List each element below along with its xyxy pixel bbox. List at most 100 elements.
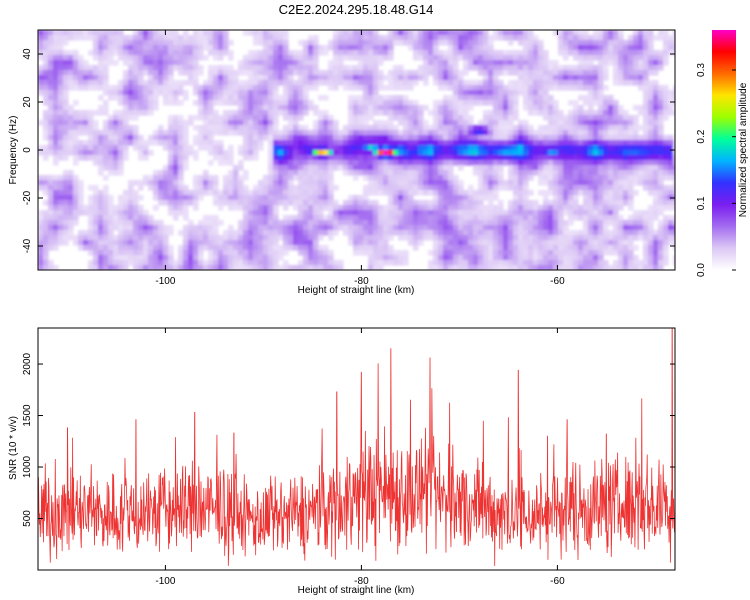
heatmap-cell: [263, 105, 269, 111]
heatmap-cell: [563, 220, 569, 226]
heatmap-cell: [118, 30, 124, 36]
heatmap-cell: [508, 115, 514, 121]
heatmap-cell: [478, 250, 484, 256]
heatmap-cell: [648, 130, 654, 136]
heatmap-cell: [568, 195, 574, 201]
heatmap-cell: [238, 190, 244, 196]
heatmap-cell: [48, 35, 54, 41]
heatmap-cell: [58, 155, 64, 161]
heatmap-cell: [388, 145, 394, 151]
heatmap-cell: [418, 230, 424, 236]
heatmap-cell: [218, 150, 224, 156]
heatmap-cell: [63, 205, 69, 211]
heatmap-cell: [528, 250, 534, 256]
heatmap-cell: [603, 40, 609, 46]
heatmap-cell: [173, 80, 179, 86]
heatmap-cell: [243, 85, 249, 91]
heatmap-cell: [408, 225, 414, 231]
heatmap-cell: [173, 175, 179, 181]
heatmap-cell: [603, 30, 609, 36]
heatmap-cell: [608, 45, 614, 51]
heatmap-cell: [518, 220, 524, 226]
heatmap-cell: [403, 110, 409, 116]
heatmap-cell: [553, 210, 559, 216]
heatmap-cell: [73, 190, 79, 196]
heatmap-cell: [263, 225, 269, 231]
heatmap-cell: [318, 95, 324, 101]
heatmap-cell: [168, 50, 174, 56]
heatmap-cell: [263, 120, 269, 126]
heatmap-cell: [323, 110, 329, 116]
heatmap-cell: [123, 45, 129, 51]
heatmap-cell: [273, 60, 279, 66]
heatmap-cell: [343, 30, 349, 36]
heatmap-cell: [198, 30, 204, 36]
heatmap-cell: [228, 155, 234, 161]
heatmap-cell: [328, 130, 334, 136]
heatmap-cell: [373, 130, 379, 136]
heatmap-cell: [178, 190, 184, 196]
heatmap-cell: [263, 100, 269, 106]
heatmap-cell: [483, 60, 489, 66]
heatmap-cell: [183, 195, 189, 201]
heatmap-cell: [263, 60, 269, 66]
heatmap-cell: [353, 225, 359, 231]
heatmap-cell: [368, 90, 374, 96]
heatmap-cell: [248, 205, 254, 211]
heatmap-cell: [593, 130, 599, 136]
heatmap-cell: [98, 235, 104, 241]
heatmap-cell: [203, 130, 209, 136]
heatmap-cell: [418, 45, 424, 51]
heatmap-cell: [638, 45, 644, 51]
heatmap-cell: [548, 170, 554, 176]
heatmap-cell: [593, 150, 599, 156]
heatmap-cell: [493, 215, 499, 221]
heatmap-cell: [213, 175, 219, 181]
heatmap-cell: [133, 125, 139, 131]
heatmap-cell: [318, 75, 324, 81]
heatmap-cell: [578, 95, 584, 101]
heatmap-cell: [73, 135, 79, 141]
heatmap-cell: [288, 75, 294, 81]
heatmap-cell: [438, 110, 444, 116]
heatmap-cell: [648, 90, 654, 96]
heatmap-cell: [383, 175, 389, 181]
heatmap-cell: [583, 115, 589, 121]
heatmap-cell: [368, 220, 374, 226]
heatmap-cell: [78, 120, 84, 126]
heatmap-cell: [43, 110, 49, 116]
heatmap-cell: [428, 35, 434, 41]
heatmap-cell: [618, 60, 624, 66]
heatmap-cell: [108, 205, 114, 211]
heatmap-cell: [568, 230, 574, 236]
heatmap-cell: [123, 240, 129, 246]
heatmap-cell: [453, 135, 459, 141]
heatmap-cell: [123, 260, 129, 266]
heatmap-cell: [673, 255, 675, 261]
heatmap-cell: [213, 150, 219, 156]
heatmap-cell: [328, 200, 334, 206]
heatmap-cell: [663, 175, 669, 181]
heatmap-cell: [398, 185, 404, 191]
heatmap-cell: [138, 30, 144, 36]
heatmap-cell: [103, 185, 109, 191]
heatmap-cell: [608, 170, 614, 176]
heatmap-cell: [553, 205, 559, 211]
heatmap-cell: [633, 150, 639, 156]
heatmap-cell: [653, 235, 659, 241]
heatmap-cell: [368, 200, 374, 206]
heatmap-cell: [233, 100, 239, 106]
heatmap-cell: [373, 240, 379, 246]
heatmap-cell: [288, 170, 294, 176]
heatmap-cell: [48, 150, 54, 156]
heatmap-cell: [38, 180, 44, 186]
heatmap-cell: [348, 140, 354, 146]
heatmap-cell: [313, 85, 319, 91]
heatmap-cell: [648, 60, 654, 66]
heatmap-cell: [298, 180, 304, 186]
heatmap-cell: [443, 135, 449, 141]
heatmap-cell: [258, 220, 264, 226]
heatmap-cell: [473, 220, 479, 226]
heatmap-cell: [583, 245, 589, 251]
heatmap-cell: [58, 30, 64, 36]
